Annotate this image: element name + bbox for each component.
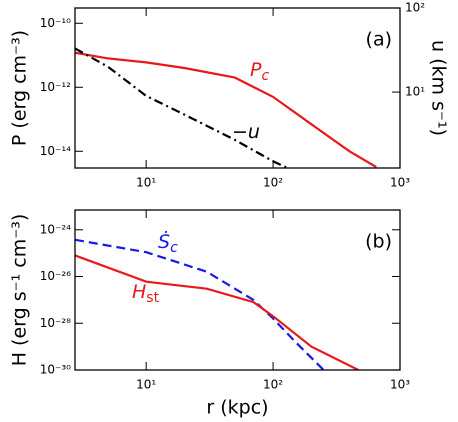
x-tick-label: 10³ xyxy=(390,176,410,190)
x-axis-title: r (kpc) xyxy=(206,397,268,419)
series-label: Ṡc xyxy=(158,230,178,257)
series-label-main: −u xyxy=(232,121,260,143)
x-tick-label: 10² xyxy=(263,378,283,392)
y2-axis-title: u (km s⁻¹) xyxy=(428,40,450,136)
series-line xyxy=(75,51,377,168)
series-label-main: P xyxy=(250,59,262,81)
series-label: Pc xyxy=(250,59,269,85)
series-label-sub: c xyxy=(261,68,269,84)
x-tick-label: 10³ xyxy=(390,378,410,392)
y-tick-label: 10⁻³⁰ xyxy=(40,363,71,377)
y-tick-label: 10⁻¹² xyxy=(40,80,71,94)
series-label: −u xyxy=(232,121,260,143)
y-tick-label: 10⁻²⁴ xyxy=(40,222,71,236)
y-tick-label: 10⁻¹⁰ xyxy=(40,16,71,30)
series-label-sub: c xyxy=(170,240,178,256)
series-label-sub: st xyxy=(146,290,159,306)
panel-label: (b) xyxy=(365,231,392,253)
x-tick-label: 10¹ xyxy=(136,378,156,392)
panel-label: (a) xyxy=(366,29,392,51)
series-label-main: Ṡ xyxy=(158,230,170,253)
y-axis-title: H (erg s⁻¹ cm⁻³) xyxy=(9,214,31,367)
plot-frame xyxy=(74,209,401,371)
y2-tick-label: 10¹ xyxy=(405,85,425,99)
x-tick-label: 10¹ xyxy=(136,176,156,190)
series-line xyxy=(75,238,325,370)
y-axis-title: P (erg cm⁻³) xyxy=(9,30,31,146)
series-label: Hst xyxy=(132,281,160,307)
y-tick-label: 10⁻¹⁴ xyxy=(40,144,71,158)
plot-frame xyxy=(74,7,401,169)
series-line xyxy=(75,254,359,370)
series-label-main: H xyxy=(132,281,146,303)
y-tick-label: 10⁻²⁶ xyxy=(40,269,71,283)
y-tick-label: 10⁻²⁸ xyxy=(40,316,71,330)
x-tick-label: 10² xyxy=(263,176,283,190)
y2-tick-label: 10² xyxy=(405,1,425,15)
